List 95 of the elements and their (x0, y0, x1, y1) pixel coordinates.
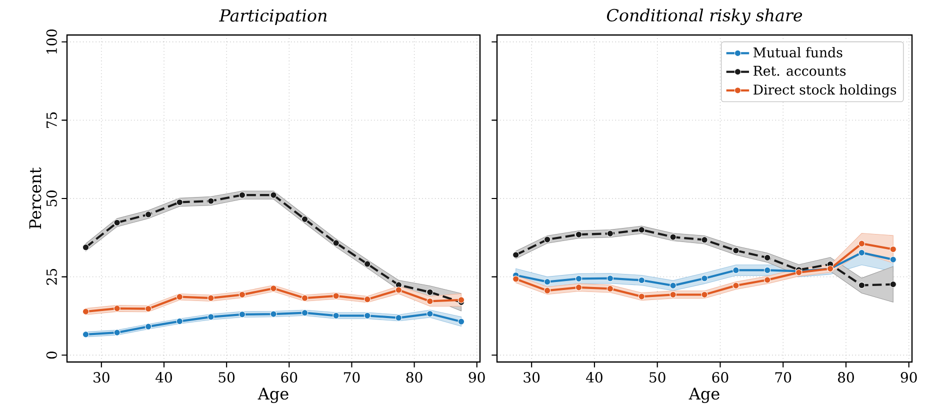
point (364, 312, 371, 319)
point (670, 291, 676, 298)
point (332, 292, 340, 300)
x-tick-label: 50 (650, 372, 666, 383)
point (270, 285, 277, 292)
point (208, 314, 214, 320)
point (208, 294, 214, 302)
y-tick-label: 50 (46, 190, 57, 206)
point (764, 266, 771, 274)
point (176, 318, 183, 325)
point (145, 323, 152, 330)
point (606, 285, 614, 292)
x-tick-label: 30 (94, 372, 110, 383)
x-tick-label: 40 (156, 372, 172, 383)
legend-label: Direct stock holdings (754, 84, 896, 98)
point (426, 298, 434, 305)
legend-label: Ret. accounts (754, 66, 846, 76)
point (145, 305, 152, 312)
point (395, 286, 402, 294)
x-tick-label: 30 (524, 372, 540, 383)
point (364, 260, 371, 268)
point (458, 318, 465, 325)
chart-title: Conditional risky share (606, 8, 802, 25)
point (332, 240, 340, 246)
x-axis-title: Age (258, 388, 288, 404)
point (544, 287, 551, 294)
point (732, 282, 740, 289)
point (270, 310, 277, 318)
point (114, 219, 120, 226)
point (670, 282, 676, 289)
y-tick-label: 25 (46, 268, 57, 285)
point (301, 294, 308, 302)
y-axis-title: Percent (29, 167, 42, 229)
point (145, 211, 152, 218)
x-tick-label: 60 (281, 372, 298, 383)
point (858, 240, 866, 247)
point (638, 276, 645, 284)
point (732, 266, 740, 274)
point (701, 275, 708, 282)
point (82, 308, 90, 315)
point (238, 311, 246, 318)
point (606, 275, 614, 282)
point (858, 249, 866, 256)
point (82, 244, 90, 251)
point (114, 329, 120, 336)
point (575, 275, 582, 282)
point (332, 312, 340, 319)
point (732, 247, 740, 254)
point (858, 282, 866, 289)
point (426, 288, 434, 296)
x-tick-label: 90 (468, 372, 485, 383)
point (270, 192, 277, 198)
point (544, 236, 551, 243)
y-tick-label: 75 (46, 112, 57, 128)
x-tick-label: 70 (775, 372, 792, 383)
point (238, 291, 246, 298)
point (701, 291, 708, 298)
point (764, 254, 771, 262)
point (176, 198, 183, 206)
point (395, 314, 402, 322)
point (890, 246, 896, 253)
x-tick-label: 40 (586, 372, 602, 383)
point (890, 280, 896, 288)
point (764, 276, 771, 284)
point (701, 236, 708, 244)
x-tick-label: 80 (838, 372, 854, 383)
point (638, 293, 645, 300)
point (208, 198, 214, 204)
x-tick-label: 60 (712, 372, 728, 383)
legend-label: Mutual funds (754, 47, 842, 58)
point (575, 284, 582, 291)
point (606, 230, 614, 237)
y-tick-label: 0 (46, 352, 57, 359)
chart-title: Participation (219, 9, 327, 25)
point (176, 294, 183, 300)
point (238, 192, 246, 198)
point (638, 226, 645, 234)
point (670, 234, 676, 240)
point (114, 305, 120, 312)
x-axis-title: Age (688, 388, 720, 404)
point (301, 309, 308, 316)
x-tick-label: 90 (900, 372, 917, 383)
x-tick-label: 50 (218, 372, 235, 383)
point (575, 231, 582, 238)
y-tick-label: 100 (46, 29, 57, 54)
point (890, 256, 896, 263)
point (301, 216, 308, 223)
point (512, 276, 520, 282)
point (544, 278, 551, 286)
point (512, 252, 520, 258)
point (364, 296, 371, 303)
point (426, 310, 434, 318)
x-tick-label: 80 (406, 372, 422, 383)
point (82, 331, 90, 338)
x-tick-label: 70 (344, 372, 360, 383)
